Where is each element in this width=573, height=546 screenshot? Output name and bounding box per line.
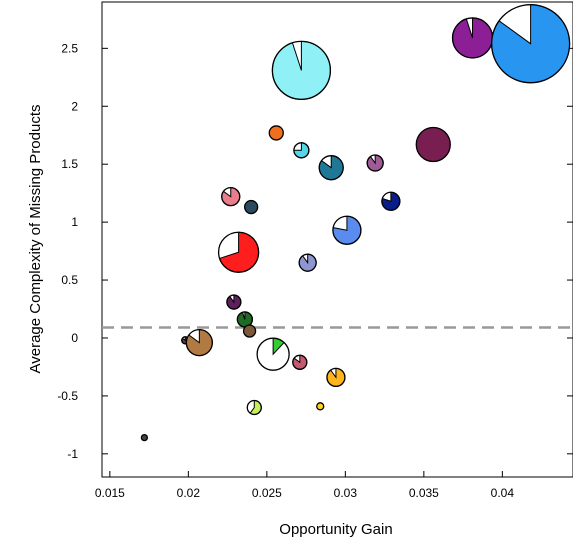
- y-axis-title: Average Complexity of Missing Products: [27, 104, 44, 373]
- pie-slice: [243, 199, 259, 215]
- x-tick-label: 0.02: [177, 486, 201, 500]
- pie-outline: [490, 4, 571, 84]
- x-tick-label: 0.04: [491, 486, 515, 500]
- y-tick-label: 0.5: [61, 273, 78, 287]
- x-tick-label: 0.015: [95, 486, 125, 500]
- pie-outline: [256, 337, 290, 371]
- pie-marker: [271, 40, 332, 101]
- pie-marker: [316, 402, 325, 411]
- pie-marker: [293, 142, 310, 159]
- pie-slice: [415, 126, 451, 163]
- pie-marker: [415, 126, 451, 163]
- pie-marker: [246, 399, 262, 416]
- pie-marker: [332, 215, 362, 245]
- pie-outline: [293, 142, 310, 159]
- y-tick-label: -1: [67, 447, 78, 461]
- pie-outline: [217, 231, 260, 273]
- y-tick-label: 1: [71, 215, 78, 229]
- pie-marker: [451, 17, 494, 59]
- pie-outline: [221, 186, 241, 207]
- y-tick-label: -0.5: [57, 389, 78, 403]
- x-axis-ticks: 0.015 0.02 0.025 0.03 0.035 0.04: [95, 471, 515, 500]
- y-tick-label: 1.5: [61, 157, 78, 171]
- pie-marker: [490, 4, 571, 84]
- pie-outline: [366, 154, 384, 172]
- pie-slice: [268, 125, 284, 141]
- pie-outline: [381, 191, 401, 211]
- pie-marker: [256, 337, 290, 371]
- pie-slice: [140, 433, 149, 442]
- pie-marker: [326, 367, 346, 388]
- pie-slice: [242, 324, 257, 338]
- x-tick-label: 0.03: [334, 486, 358, 500]
- pie-marker: [242, 324, 257, 338]
- pie-marker: [236, 311, 254, 328]
- pie-outline: [246, 399, 262, 416]
- pie-outline: [271, 40, 332, 101]
- pie-outline: [318, 155, 344, 181]
- y-tick-label: 2.5: [61, 41, 78, 55]
- pie-slice: [316, 402, 325, 411]
- y-tick-label: 0: [71, 331, 78, 345]
- x-tick-label: 0.025: [252, 486, 282, 500]
- x-axis-title: Opportunity Gain: [279, 521, 392, 538]
- pie-marker: [318, 155, 344, 181]
- y-tick-label: 2: [71, 99, 78, 113]
- pie-marker: [226, 294, 242, 310]
- pie-outline: [326, 367, 346, 388]
- pie-marker: [221, 186, 241, 207]
- pie-marker: [217, 231, 260, 273]
- pie-marker: [243, 199, 259, 215]
- pie-marker: [268, 125, 284, 141]
- pie-marker: [381, 191, 401, 211]
- pie-outline: [332, 215, 362, 245]
- pie-marker: [140, 433, 149, 442]
- pie-marker: [366, 154, 384, 172]
- pie-outline: [292, 354, 308, 370]
- pie-outline: [226, 294, 242, 310]
- pie-marker: [298, 253, 317, 272]
- pie-outline: [185, 328, 213, 357]
- x-tick-label: 0.035: [409, 486, 439, 500]
- pie-marker: [292, 354, 308, 370]
- pie-marker: [185, 328, 213, 357]
- y-axis-ticks: -1 -0.5 0 0.5 1 1.5 2 2.5: [57, 41, 573, 461]
- plot-frame: [101, 1, 573, 478]
- pie-markers: [140, 4, 571, 442]
- pie-outline: [298, 253, 317, 272]
